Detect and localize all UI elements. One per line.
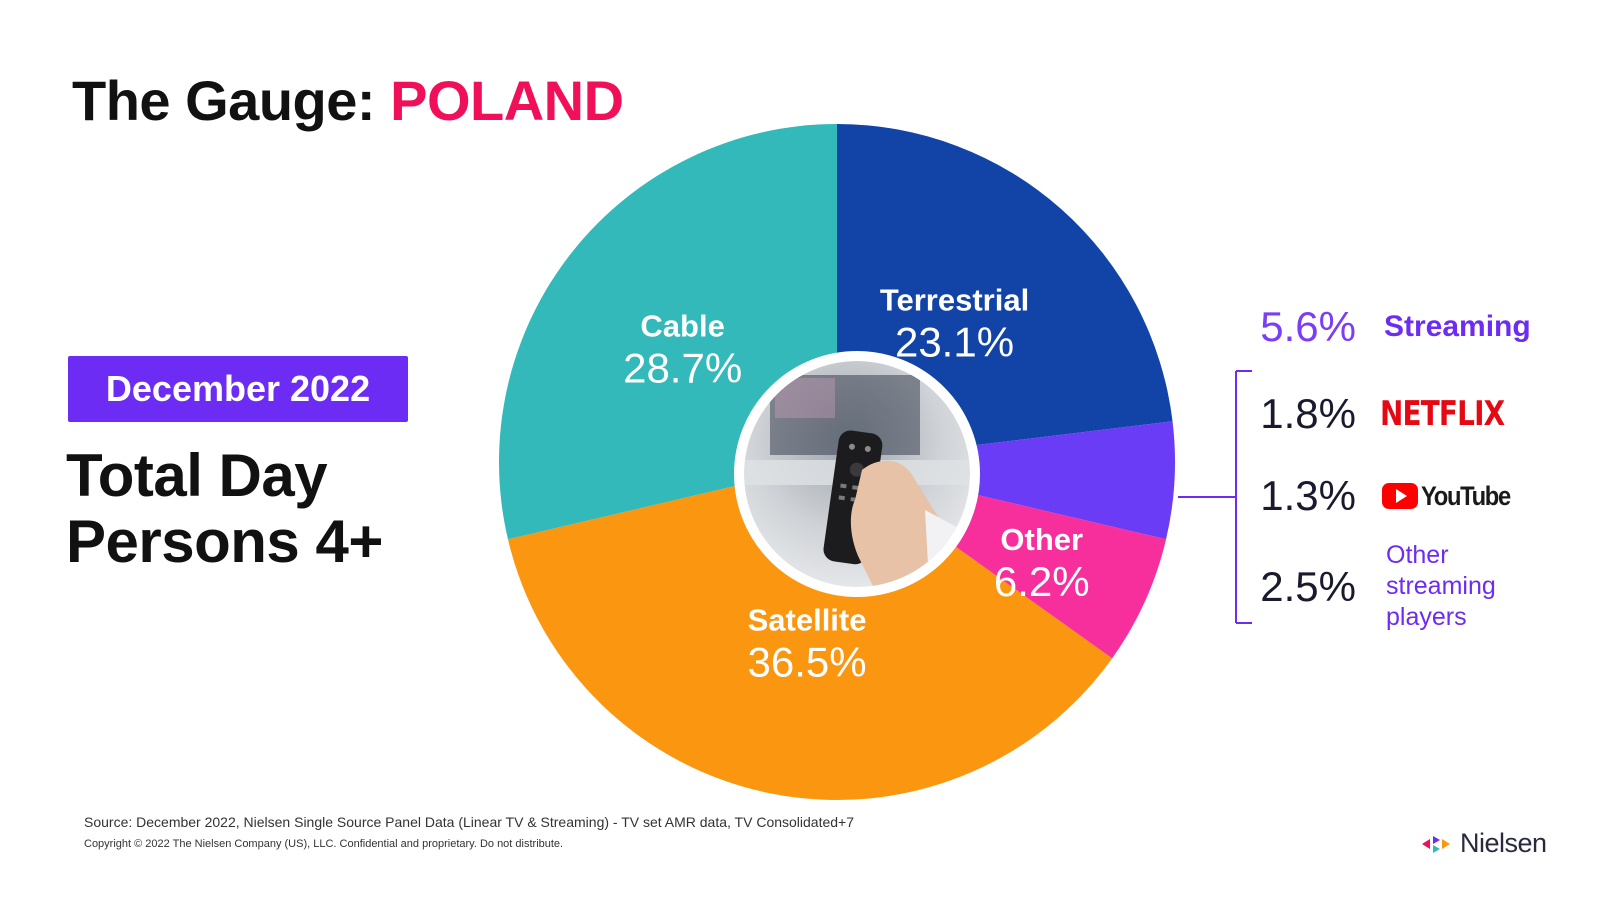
slice-label-terrestrial: Terrestrial: [880, 282, 1029, 317]
footer-source: Source: December 2022, Nielsen Single So…: [84, 814, 855, 830]
slice-label-cable: Cable: [640, 308, 724, 343]
nielsen-logo: Nielsen: [1420, 828, 1547, 859]
page-title: The Gauge: POLAND: [72, 68, 624, 133]
other-players-value: 2.5%: [1260, 562, 1356, 610]
title-prefix: The Gauge:: [72, 69, 391, 132]
other-players-line-2: streaming: [1386, 572, 1496, 600]
netflix-logo: NETFLIX: [1380, 394, 1505, 434]
slice-value-satellite: 36.5%: [748, 638, 867, 685]
youtube-play-icon: [1382, 483, 1418, 509]
date-badge: December 2022: [68, 356, 408, 422]
subtitle-line-2: Persons 4+: [66, 508, 383, 575]
youtube-row: 1.3% YouTube: [1260, 472, 1522, 520]
other-players-label: Other streaming players: [1386, 540, 1536, 633]
subtitle: Total Day Persons 4+: [66, 443, 383, 575]
streaming-label: Streaming: [1384, 310, 1531, 343]
streaming-row: 5.6% Streaming: [1260, 303, 1531, 351]
center-photo: [734, 351, 980, 597]
youtube-logo: YouTube: [1382, 481, 1522, 512]
slice-value-cable: 28.7%: [623, 344, 742, 391]
slice-satellite: [507, 462, 1113, 800]
streaming-bracket: [1178, 370, 1252, 624]
subtitle-line-1: Total Day: [66, 442, 328, 509]
title-country: POLAND: [390, 69, 624, 132]
netflix-row: 1.8% NETFLIX: [1260, 390, 1532, 438]
youtube-value: 1.3%: [1260, 472, 1356, 519]
footer-copyright: Copyright © 2022 The Nielsen Company (US…: [84, 838, 564, 850]
slice-value-other: 6.2%: [994, 558, 1090, 605]
slice-streaming: [837, 421, 1175, 540]
slice-value-terrestrial: 23.1%: [895, 318, 1014, 365]
netflix-value: 1.8%: [1260, 390, 1356, 437]
slice-label-other: Other: [1000, 522, 1083, 557]
other-players-line-3: players: [1386, 603, 1467, 631]
streaming-value: 5.6%: [1260, 303, 1356, 350]
other-players-line-1: Other: [1386, 541, 1449, 569]
nielsen-mark-icon: [1422, 835, 1450, 853]
slice-label-satellite: Satellite: [748, 602, 867, 637]
youtube-wordmark: YouTube: [1421, 480, 1511, 511]
other-players-row: 2.5% Other streaming players: [1260, 540, 1536, 633]
nielsen-wordmark: Nielsen: [1460, 828, 1547, 858]
